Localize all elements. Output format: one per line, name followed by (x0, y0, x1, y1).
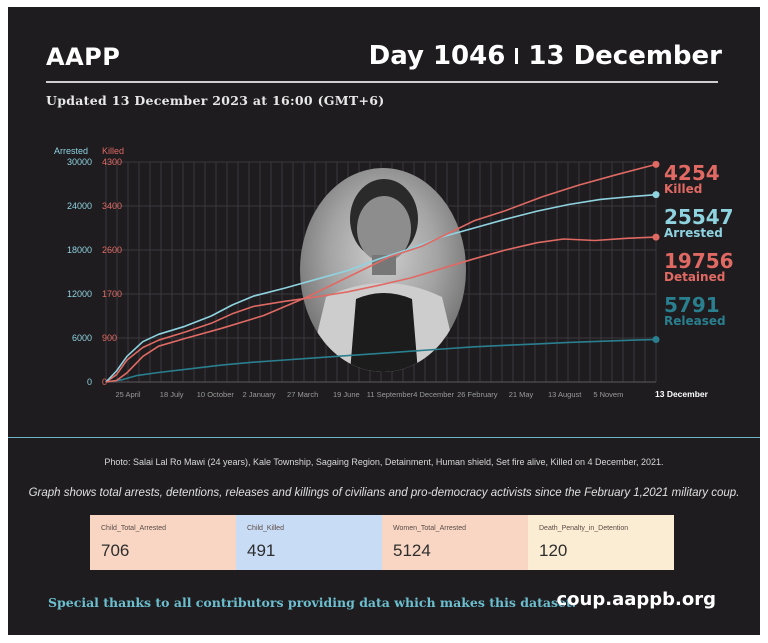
x-tick-label: 18 July (160, 390, 184, 399)
stat-label: Child_Total_Arrested (101, 525, 166, 532)
x-tick-label: 19 June (333, 390, 360, 399)
end-label-detained: Detained (664, 270, 725, 284)
series-end-point-released (652, 336, 660, 344)
x-tick-label: 4 December (413, 390, 454, 399)
stat-value: 706 (101, 541, 130, 560)
section-divider (8, 437, 760, 438)
end-value-released: 5791 (664, 293, 720, 317)
x-tick-label: 25 April (115, 390, 140, 399)
chart-description: Graph shows total arrests, detentions, r… (28, 487, 740, 499)
headline-separator (515, 48, 519, 64)
end-value-killed: 4254 (664, 161, 720, 185)
end-label-arrested: Arrested (664, 226, 723, 240)
killed-tick-label: 1700 (102, 289, 122, 299)
thanks-note: Special thanks to all contributors provi… (48, 595, 577, 610)
website-link[interactable]: coup.aappb.org (556, 589, 717, 610)
arrested-tick-label: 0 (87, 377, 92, 387)
stat-death-penalty-in-detention: Death_Penalty_in_Detention 120 (528, 515, 674, 570)
x-tick-label: 26 February (457, 390, 498, 399)
arrested-tick-label: 18000 (67, 245, 92, 255)
x-tick-label: 21 May (509, 390, 534, 399)
arrested-axis-title: Arrested (54, 146, 88, 156)
series-line-arrested (105, 193, 657, 383)
stat-label: Child_Killed (247, 525, 284, 532)
series-end-point-detained (652, 233, 660, 241)
arrested-tick-label: 6000 (72, 333, 92, 343)
x-tick-label: 13 August (548, 390, 582, 399)
killed-tick-label: 3400 (102, 201, 122, 211)
x-tick-label: 10 October (197, 390, 235, 399)
series-line-detained (105, 236, 657, 383)
victim-portrait (300, 168, 466, 372)
brand-title: AAPP (46, 43, 121, 71)
series-line-killed (105, 163, 657, 383)
stat-child-total-arrested: Child_Total_Arrested 706 (90, 515, 236, 570)
stats-row: Child_Total_Arrested 706 Child_Killed 49… (90, 515, 674, 570)
end-label-killed: Killed (664, 182, 702, 196)
x-tick-label: 27 March (287, 390, 318, 399)
chart-series (105, 160, 660, 383)
arrested-tick-label: 12000 (67, 289, 92, 299)
stat-value: 491 (247, 541, 276, 560)
headline: Day 1046 13 December (369, 41, 722, 71)
killed-tick-label: 2600 (102, 245, 122, 255)
killed-axis-title: Killed (102, 146, 124, 156)
stat-label: Death_Penalty_in_Detention (539, 525, 629, 532)
killed-tick-label: 4300 (102, 157, 122, 167)
infographic-card: AAPP Day 1046 13 December Updated 13 Dec… (8, 7, 760, 635)
stat-child-killed: Child_Killed 491 (236, 515, 382, 570)
x-tick-label: 11 September (367, 390, 414, 399)
series-line-released (105, 338, 657, 383)
header-rule (46, 81, 718, 83)
chart-axes: 30000 4300 24000 3400 18000 2600 12000 1700 6000… (54, 146, 709, 399)
stat-women-total-arrested: Women_Total_Arrested 5124 (382, 515, 528, 570)
updated-timestamp: Updated 13 December 2023 at 16:00 (GMT+6… (46, 93, 385, 108)
end-value-detained: 19756 (664, 249, 734, 273)
arrested-tick-label: 30000 (67, 157, 92, 167)
stat-label: Women_Total_Arrested (393, 525, 467, 532)
x-tick-label: 13 December (655, 389, 709, 399)
end-value-arrested: 25547 (664, 205, 734, 229)
headline-date: 13 December (528, 41, 722, 71)
stat-value: 5124 (393, 541, 431, 560)
photo-caption: Photo: Salai Lal Ro Mawi (24 years), Kal… (104, 457, 664, 467)
killed-tick-label: 900 (102, 333, 117, 343)
day-counter: Day 1046 (368, 41, 506, 71)
x-tick-label: 5 Novem (593, 390, 623, 399)
arrested-tick-label: 24000 (67, 201, 92, 211)
x-tick-label: 2 January (243, 390, 276, 399)
series-end-point-killed (652, 160, 660, 168)
series-end-point-arrested (652, 191, 660, 199)
stat-value: 120 (539, 541, 568, 560)
end-label-released: Released (664, 314, 726, 328)
killed-tick-label: 0 (102, 377, 107, 387)
line-chart: 30000 4300 24000 3400 18000 2600 12000 1700 6000… (54, 146, 734, 399)
